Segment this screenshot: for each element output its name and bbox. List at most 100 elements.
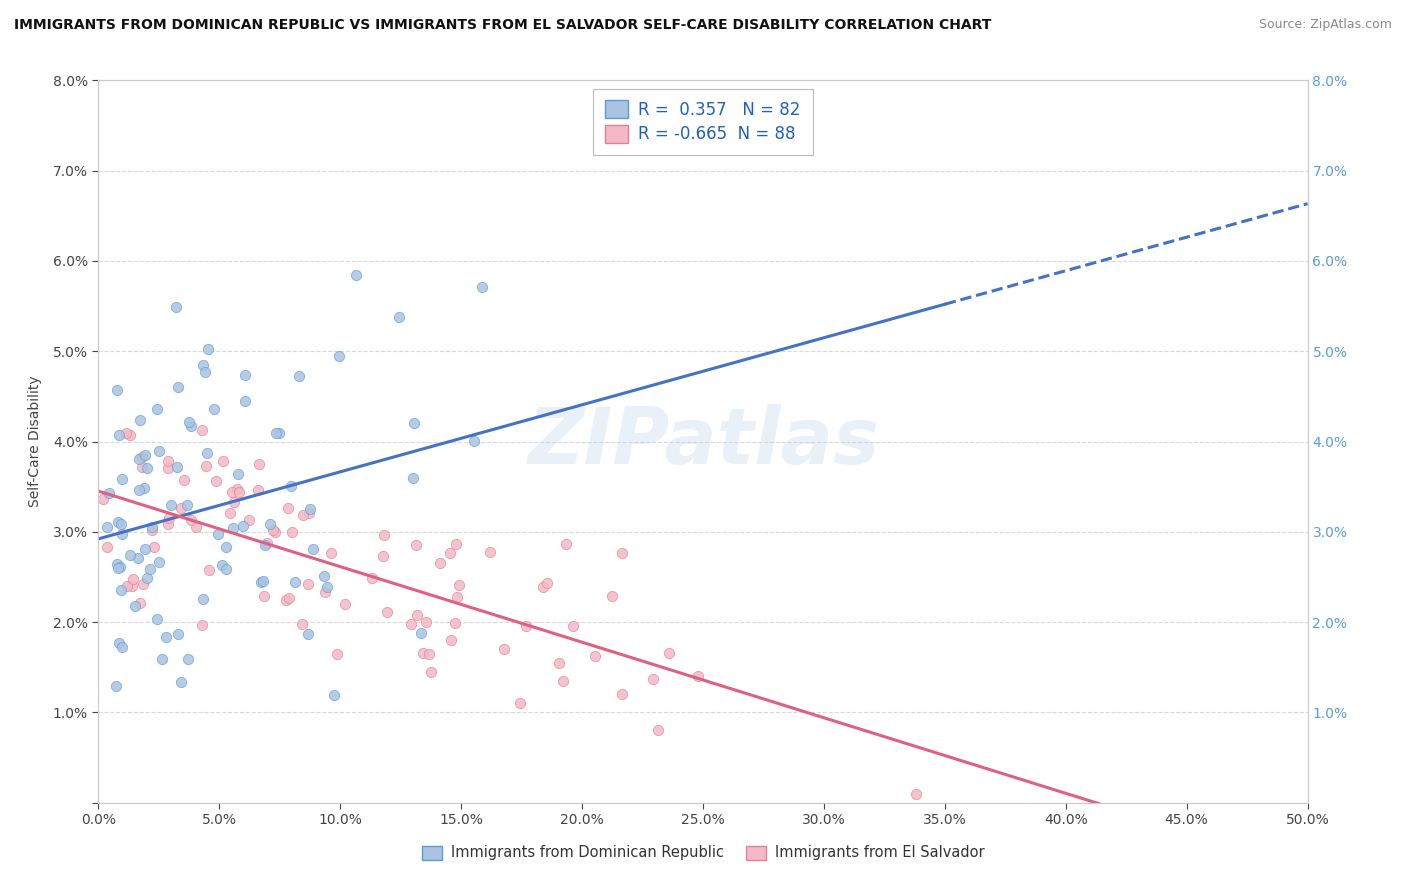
Point	[686, 669, 709, 683]
Point	[297, 576, 319, 591]
Point	[418, 647, 440, 661]
Point	[253, 537, 276, 551]
Point	[156, 461, 179, 475]
Point	[107, 636, 129, 650]
Point	[105, 558, 128, 572]
Point	[449, 578, 471, 592]
Point	[583, 648, 606, 663]
Point	[301, 542, 323, 557]
Point	[361, 571, 384, 585]
Point	[195, 458, 218, 473]
Point	[127, 550, 149, 565]
Point	[509, 696, 531, 710]
Point	[177, 652, 200, 666]
Point	[128, 451, 150, 466]
Point	[202, 402, 225, 417]
Point	[191, 591, 214, 606]
Legend: Immigrants from Dominican Republic, Immigrants from El Salvador: Immigrants from Dominican Republic, Immi…	[415, 838, 991, 868]
Y-axis label: Self-Care Disability: Self-Care Disability	[28, 376, 42, 508]
Point	[211, 558, 233, 572]
Point	[277, 591, 299, 606]
Point	[156, 516, 179, 531]
Point	[215, 562, 238, 576]
Point	[233, 393, 256, 408]
Point	[146, 401, 169, 416]
Point	[328, 349, 350, 363]
Point	[326, 648, 349, 662]
Point	[344, 268, 367, 282]
Point	[170, 674, 193, 689]
Point	[107, 515, 129, 529]
Point	[253, 589, 276, 603]
Text: IMMIGRANTS FROM DOMINICAN REPUBLIC VS IMMIGRANTS FROM EL SALVADOR SELF-CARE DISA: IMMIGRANTS FROM DOMINICAN REPUBLIC VS IM…	[14, 18, 991, 32]
Point	[204, 474, 226, 488]
Point	[291, 616, 314, 631]
Point	[198, 563, 221, 577]
Point	[148, 443, 170, 458]
Point	[238, 514, 260, 528]
Point	[135, 460, 157, 475]
Point	[170, 501, 193, 516]
Point	[148, 555, 170, 569]
Point	[176, 498, 198, 512]
Point	[111, 527, 134, 541]
Text: ZIPatlas: ZIPatlas	[527, 403, 879, 480]
Point	[122, 573, 145, 587]
Point	[276, 593, 298, 607]
Point	[191, 359, 214, 373]
Point	[259, 517, 281, 532]
Point	[135, 571, 157, 585]
Point	[904, 787, 927, 801]
Point	[443, 616, 465, 631]
Point	[120, 428, 142, 442]
Point	[155, 630, 177, 644]
Point	[160, 499, 183, 513]
Point	[262, 524, 284, 538]
Point	[548, 656, 571, 670]
Point	[105, 679, 128, 693]
Point	[177, 415, 200, 429]
Point	[207, 527, 229, 541]
Point	[419, 665, 441, 680]
Point	[247, 483, 270, 498]
Point	[118, 548, 141, 562]
Point	[250, 575, 273, 590]
Point	[411, 625, 433, 640]
Point	[406, 607, 429, 622]
Point	[166, 460, 188, 475]
Point	[184, 520, 207, 534]
Point	[134, 541, 156, 556]
Point	[111, 472, 134, 486]
Point	[247, 457, 270, 471]
Point	[224, 495, 246, 509]
Point	[553, 673, 575, 688]
Point	[492, 642, 515, 657]
Point	[288, 369, 311, 384]
Point	[128, 483, 150, 498]
Point	[157, 511, 180, 525]
Point	[402, 471, 425, 485]
Point	[226, 482, 249, 496]
Point	[115, 426, 138, 441]
Point	[197, 342, 219, 356]
Text: Source: ZipAtlas.com: Source: ZipAtlas.com	[1258, 18, 1392, 31]
Point	[108, 560, 131, 574]
Point	[107, 561, 129, 575]
Point	[215, 540, 238, 554]
Point	[256, 535, 278, 549]
Point	[479, 545, 502, 559]
Point	[117, 579, 139, 593]
Point	[134, 448, 156, 462]
Point	[647, 723, 669, 737]
Point	[280, 525, 302, 540]
Point	[194, 365, 217, 379]
Point	[108, 427, 131, 442]
Point	[143, 541, 166, 555]
Point	[129, 413, 152, 427]
Point	[267, 425, 290, 440]
Point	[373, 528, 395, 542]
Point	[167, 380, 190, 394]
Point	[131, 460, 153, 475]
Point	[139, 562, 162, 576]
Point	[536, 575, 558, 590]
